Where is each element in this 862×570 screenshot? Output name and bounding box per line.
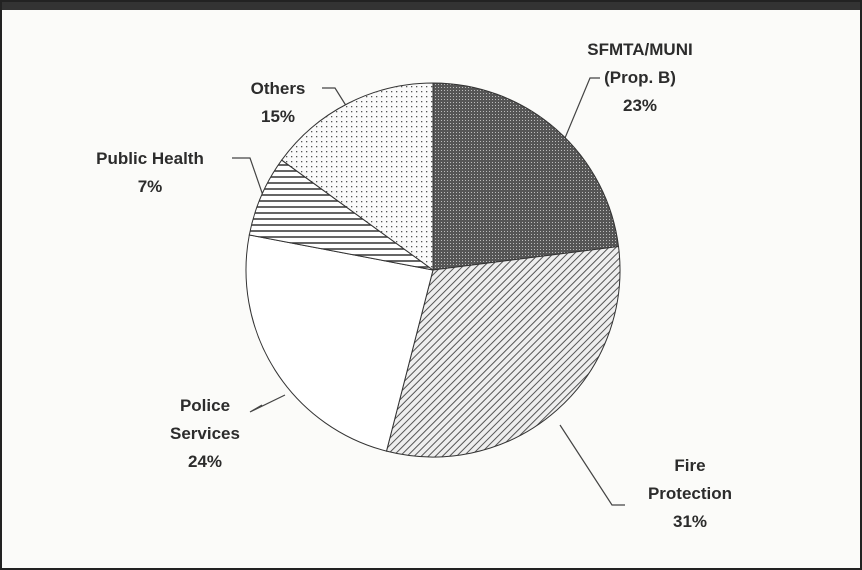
pie-slice [385,246,621,458]
label-name: Police Services [170,396,240,443]
slice-label: Police Services 24% [155,392,255,476]
label-name: SFMTA/MUNI (Prop. B) [587,40,693,87]
label-value: 23% [622,96,658,115]
label-value: 31% [672,512,708,531]
pie-slice [432,82,620,271]
pie-slice [281,82,434,271]
slice-label: Others 15% [228,75,328,131]
label-value: 15% [260,107,296,126]
label-value: 24% [187,452,223,471]
leader-lines [232,77,625,506]
top-bar [0,0,862,10]
label-name: Public Health [96,149,204,168]
pie-slice [245,234,434,452]
slice-label: Public Health 7% [65,145,235,201]
label-name: Fire Protection [647,456,733,503]
label-value: 7% [137,177,163,196]
slice-label: SFMTA/MUNI (Prop. B) 23% [575,36,705,120]
slice-label: Fire Protection 31% [635,452,745,536]
label-name: Others [250,79,306,98]
